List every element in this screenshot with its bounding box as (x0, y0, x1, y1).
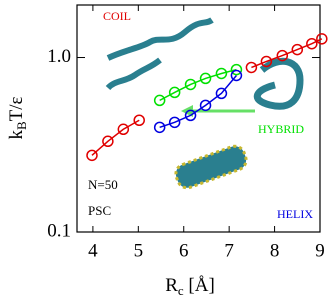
x-label-sub: c (178, 283, 184, 298)
data-point (153, 121, 166, 134)
data-point (230, 69, 243, 82)
molecule-coil (106, 17, 214, 61)
y-label-main: k (6, 130, 27, 140)
x-tick-label: 5 (134, 240, 144, 261)
x-tick-label: 7 (224, 240, 234, 261)
x-tick-label: 4 (88, 240, 98, 261)
y-tick-label: 0.1 (47, 220, 71, 241)
y-tick-label: 1.0 (47, 46, 71, 67)
series-line (91, 38, 323, 156)
data-point (276, 49, 289, 62)
data-point (184, 78, 197, 91)
data-point (291, 43, 304, 56)
data-point (86, 149, 98, 162)
data-point (306, 37, 318, 50)
data-point (199, 99, 212, 112)
data-point (215, 67, 228, 80)
data-point (316, 33, 328, 45)
annotation: N=50 (88, 177, 118, 192)
data-point (168, 86, 181, 99)
series-label: HYBRID (258, 122, 304, 136)
x-tick-label: 9 (315, 240, 325, 261)
y-axis-label: kBT/ε (6, 96, 29, 139)
data-point (133, 114, 145, 127)
data-point (260, 55, 273, 68)
data-point (245, 61, 258, 74)
molecule-hybrid (254, 57, 304, 110)
x-axis-label: Rc [Å] (165, 275, 215, 298)
data-point (117, 123, 130, 136)
x-tick-label: 8 (270, 240, 280, 261)
series-line (159, 68, 237, 102)
data-point (153, 94, 166, 107)
x-tick-label: 6 (179, 240, 189, 261)
x-label-rest: [Å] (184, 275, 215, 296)
data-point (230, 63, 243, 76)
y-label-sub: B (14, 121, 29, 130)
data-point (168, 116, 181, 129)
x-label-main: R (165, 275, 178, 296)
series-line (159, 74, 238, 129)
molecule-coil (105, 57, 162, 91)
molecule-helix (174, 144, 248, 190)
data-point (199, 72, 212, 85)
annotation: PSC (88, 203, 111, 218)
data-point (215, 87, 228, 100)
plot-frame (76, 4, 321, 233)
decorations (105, 17, 304, 190)
data-point (102, 135, 114, 148)
series-label: HELIX (277, 207, 313, 221)
data-point (184, 109, 197, 122)
y-label-rest: T/ε (6, 96, 27, 121)
series-label: COIL (103, 9, 131, 23)
